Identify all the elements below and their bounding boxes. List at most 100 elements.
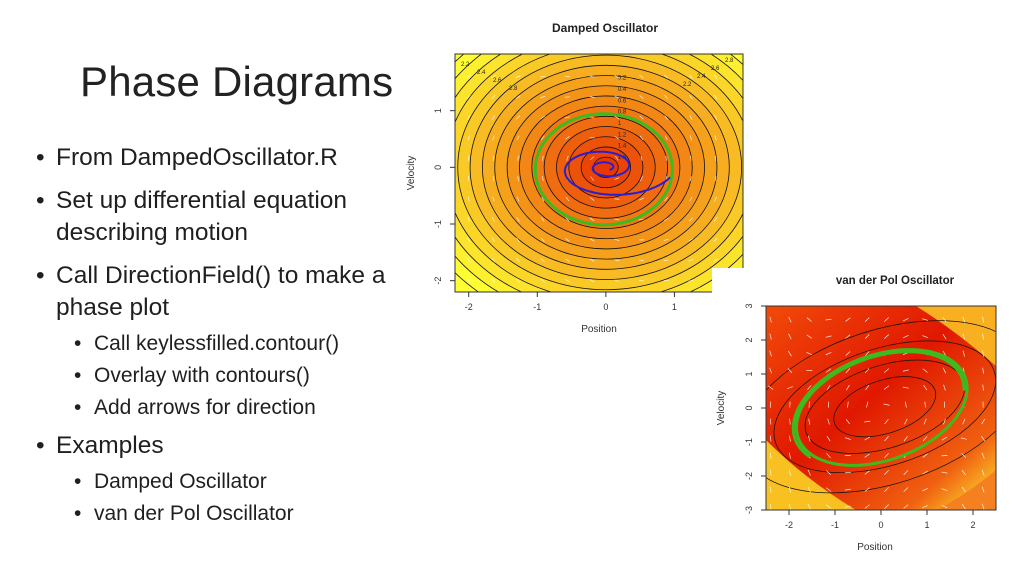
direction-arrow	[826, 384, 831, 391]
y-axis-label: Velocity	[716, 391, 727, 425]
contour-line	[766, 320, 996, 494]
direction-arrow	[826, 435, 831, 442]
direction-arrow	[865, 384, 870, 391]
direction-arrow	[788, 350, 792, 357]
y-axis-label: Velocity	[406, 156, 417, 190]
direction-arrow	[808, 435, 811, 442]
direction-arrow	[982, 367, 984, 374]
direction-arrow	[788, 503, 792, 510]
direction-arrow	[961, 470, 966, 476]
x-tick-label: 1	[672, 302, 677, 312]
direction-arrow	[769, 316, 772, 323]
direction-arrow	[962, 418, 966, 425]
contour-line	[556, 126, 656, 209]
direction-arrow	[941, 505, 948, 509]
contour-line	[482, 64, 730, 270]
direction-arrow	[589, 279, 595, 283]
direction-arrow	[864, 368, 870, 374]
direction-arrow	[713, 237, 718, 242]
direction-arrow	[864, 470, 870, 475]
direction-arrow	[639, 115, 644, 120]
filled-level	[766, 440, 856, 510]
direction-arrow	[962, 350, 965, 357]
direction-arrow	[688, 217, 693, 222]
direction-arrow	[589, 116, 595, 119]
direction-arrow	[589, 217, 595, 222]
direction-arrow	[639, 135, 644, 141]
direction-arrow	[769, 418, 772, 425]
direction-arrow	[639, 95, 644, 99]
direction-arrow	[961, 453, 967, 458]
direction-arrow	[826, 453, 831, 459]
direction-arrow	[565, 258, 570, 263]
direction-arrow	[589, 238, 595, 242]
x-tick-label: 0	[603, 302, 608, 312]
direction-arrow	[638, 279, 645, 282]
direction-arrow	[844, 505, 851, 508]
x-tick-label: -1	[533, 302, 541, 312]
trajectory-green	[791, 348, 969, 467]
direction-arrow	[516, 217, 520, 222]
direction-arrow	[566, 155, 569, 161]
direction-arrow	[688, 259, 694, 262]
direction-arrow	[540, 237, 545, 242]
direction-arrow	[866, 401, 869, 408]
direction-arrow	[922, 470, 928, 475]
sub-bullet-item: van der Pol Oscillator	[34, 499, 414, 528]
direction-arrow	[981, 418, 985, 425]
direction-arrow	[982, 333, 985, 340]
direction-arrow	[789, 418, 791, 425]
contour-line	[833, 376, 937, 438]
direction-arrow	[466, 94, 471, 100]
contour-label: 0.6	[618, 98, 627, 104]
contour-label: 2.2	[683, 82, 692, 88]
y-tick-label: -2	[744, 472, 754, 480]
plot-area: 0.2 0.4 0.6 0.8 1 1.2 1.4 1.6 2.2 2.2 2.4 2.4 2.6 2.6…	[455, 54, 743, 292]
contour-label: 1.2	[618, 132, 627, 138]
direction-arrow	[639, 74, 644, 79]
y-tick-label: 0	[744, 405, 754, 410]
y-tick-label: 3	[744, 303, 754, 308]
direction-arrow	[466, 278, 471, 283]
direction-arrow	[825, 368, 832, 373]
direction-arrow	[713, 94, 718, 100]
direction-arrow	[961, 486, 966, 493]
direction-arrow	[638, 218, 645, 221]
direction-arrow	[639, 197, 644, 201]
direction-arrow	[769, 503, 772, 510]
direction-arrow	[903, 436, 908, 442]
direction-arrow	[922, 318, 929, 321]
chart-title: Damped Oscillator	[552, 21, 658, 35]
direction-arrow	[845, 351, 851, 356]
direction-arrow	[467, 135, 470, 141]
direction-arrow	[827, 401, 830, 408]
contour-line	[469, 54, 743, 280]
direction-arrow	[788, 316, 792, 323]
direction-arrow	[689, 135, 693, 141]
y-tick-label: -1	[433, 220, 443, 228]
direction-arrow	[903, 317, 909, 322]
direction-arrow	[769, 333, 772, 340]
direction-arrow	[767, 385, 774, 390]
direction-arrow	[491, 258, 496, 263]
x-tick-label: 2	[970, 520, 975, 530]
direction-arrow	[565, 136, 570, 140]
direction-arrow	[516, 237, 520, 243]
direction-arrow	[589, 258, 595, 262]
direction-arrow	[845, 418, 850, 425]
direction-arrow	[467, 257, 471, 263]
x-axis-label: Position	[581, 324, 617, 335]
direction-arrow	[942, 316, 947, 323]
direction-arrow	[565, 196, 570, 202]
direction-arrow	[864, 317, 870, 322]
direction-arrow	[981, 469, 985, 476]
direction-arrow	[981, 486, 985, 493]
direction-arrow	[864, 334, 870, 340]
direction-arrow	[664, 74, 669, 79]
direction-arrow	[884, 504, 889, 509]
direction-arrow	[516, 196, 520, 202]
x-tick-label: 0	[878, 520, 883, 530]
y-tick-label: 2	[744, 337, 754, 342]
direction-arrow	[713, 74, 718, 79]
sub-bullet-list: Call keylessfilled.contour() Overlay wit…	[34, 329, 414, 422]
